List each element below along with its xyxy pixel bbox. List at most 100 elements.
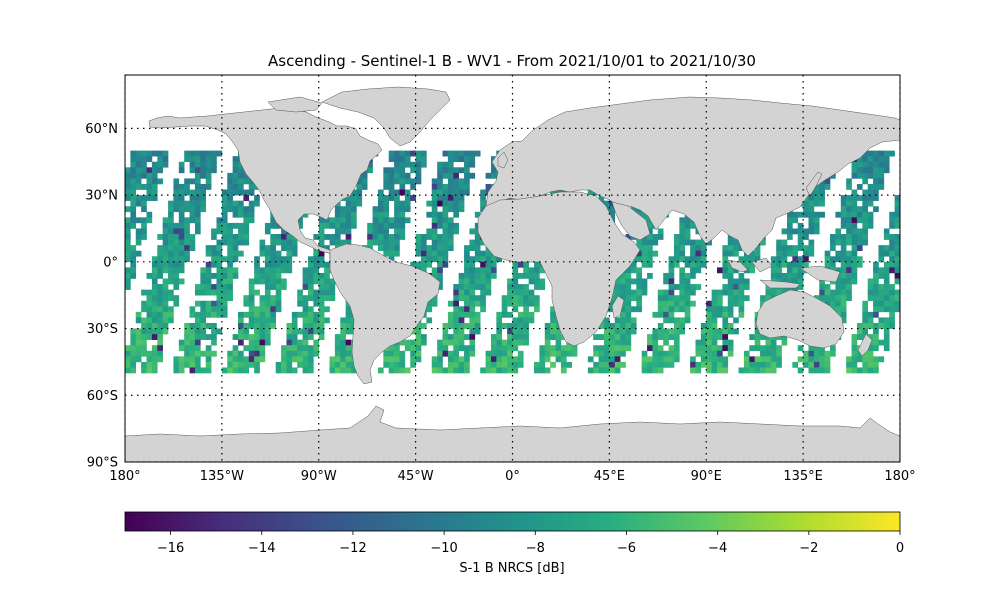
nrcs-cell xyxy=(275,278,282,285)
nrcs-cell xyxy=(318,300,325,307)
nrcs-cell xyxy=(351,217,357,224)
nrcs-cell xyxy=(539,356,546,363)
nrcs-cell xyxy=(356,178,363,185)
nrcs-cell xyxy=(722,272,729,279)
nrcs-cell xyxy=(318,322,325,329)
nrcs-cell xyxy=(383,350,390,357)
nrcs-cell xyxy=(254,311,260,318)
nrcs-cell xyxy=(275,234,282,240)
nrcs-cell xyxy=(706,334,712,340)
nrcs-cell xyxy=(297,311,303,318)
nrcs-cell xyxy=(238,334,244,340)
nrcs-cell xyxy=(813,211,820,218)
nrcs-cell xyxy=(394,367,400,374)
nrcs-cell xyxy=(517,339,524,346)
nrcs-cell xyxy=(695,245,702,252)
nrcs-cell xyxy=(711,289,718,296)
nrcs-cell xyxy=(700,350,707,357)
nrcs-cell xyxy=(727,267,734,274)
nrcs-cell xyxy=(668,278,675,285)
nrcs-cell xyxy=(501,345,508,352)
nrcs-cell xyxy=(431,250,438,257)
nrcs-cell xyxy=(695,350,702,357)
nrcs-cell xyxy=(372,206,379,213)
nrcs-cell xyxy=(442,228,449,235)
nrcs-cell xyxy=(200,272,207,279)
nrcs-cell xyxy=(135,195,142,201)
nrcs-cell xyxy=(803,245,809,252)
nrcs-cell xyxy=(447,161,454,168)
nrcs-cell xyxy=(846,195,852,201)
nrcs-cell xyxy=(722,367,729,374)
nrcs-cell xyxy=(652,239,659,246)
nrcs-cell xyxy=(367,234,373,240)
nrcs-cell xyxy=(200,322,207,329)
nrcs-cell xyxy=(883,228,890,235)
nrcs-cell xyxy=(458,317,465,324)
nrcs-cell xyxy=(421,322,427,329)
nrcs-cell xyxy=(318,295,325,302)
nrcs-cell xyxy=(851,195,858,201)
nrcs-cell xyxy=(776,250,782,257)
nrcs-cell xyxy=(620,345,626,352)
nrcs-cell xyxy=(496,350,503,357)
nrcs-cell xyxy=(254,261,260,268)
nrcs-cell xyxy=(318,228,325,235)
nrcs-cell xyxy=(254,195,260,201)
nrcs-cell xyxy=(194,189,201,196)
nrcs-cell xyxy=(151,189,158,196)
nrcs-cell xyxy=(620,289,626,296)
nrcs-cell xyxy=(873,311,879,318)
nrcs-cell xyxy=(146,356,153,363)
nrcs-cell xyxy=(722,256,729,263)
nrcs-cell xyxy=(211,228,217,235)
nrcs-cell xyxy=(636,245,642,252)
nrcs-cell xyxy=(706,311,712,318)
nrcs-cell xyxy=(453,317,459,324)
nrcs-cell xyxy=(178,195,185,201)
nrcs-cell xyxy=(523,284,529,290)
nrcs-cell xyxy=(442,250,449,257)
nrcs-cell xyxy=(609,206,616,213)
nrcs-cell xyxy=(652,367,659,374)
nrcs-cell xyxy=(453,189,459,196)
nrcs-cell xyxy=(184,322,190,329)
nrcs-cell xyxy=(512,306,519,313)
nrcs-cell xyxy=(474,245,481,252)
nrcs-cell xyxy=(259,345,266,352)
nrcs-cell xyxy=(135,200,142,207)
nrcs-cell xyxy=(232,183,239,190)
nrcs-cell xyxy=(157,261,163,268)
nrcs-cell xyxy=(437,256,443,263)
nrcs-cell xyxy=(550,317,556,324)
nrcs-cell xyxy=(238,239,244,246)
nrcs-cell xyxy=(200,200,207,207)
nrcs-cell xyxy=(377,217,384,224)
nrcs-cell xyxy=(238,356,244,363)
nrcs-cell xyxy=(259,339,266,346)
nrcs-cell xyxy=(232,250,239,257)
nrcs-cell xyxy=(501,306,508,313)
nrcs-cell xyxy=(399,222,406,229)
nrcs-cell xyxy=(528,267,535,274)
nrcs-cell xyxy=(216,284,223,290)
nrcs-cell xyxy=(878,156,885,163)
nrcs-cell xyxy=(603,334,610,340)
nrcs-cell xyxy=(227,261,233,268)
nrcs-cell xyxy=(464,183,470,190)
nrcs-cell xyxy=(458,289,465,296)
nrcs-cell xyxy=(453,183,459,190)
nrcs-cell xyxy=(313,328,320,335)
nrcs-cell xyxy=(431,245,438,252)
nrcs-cell xyxy=(894,222,900,229)
nrcs-cell xyxy=(415,156,422,163)
nrcs-cell xyxy=(178,222,185,229)
nrcs-cell xyxy=(873,289,879,296)
nrcs-cell xyxy=(238,178,244,185)
nrcs-cell xyxy=(507,295,513,302)
nrcs-cell xyxy=(437,222,443,229)
nrcs-cell xyxy=(205,356,212,363)
nrcs-cell xyxy=(808,250,815,257)
nrcs-cell xyxy=(496,356,503,363)
nrcs-cell xyxy=(232,239,239,246)
